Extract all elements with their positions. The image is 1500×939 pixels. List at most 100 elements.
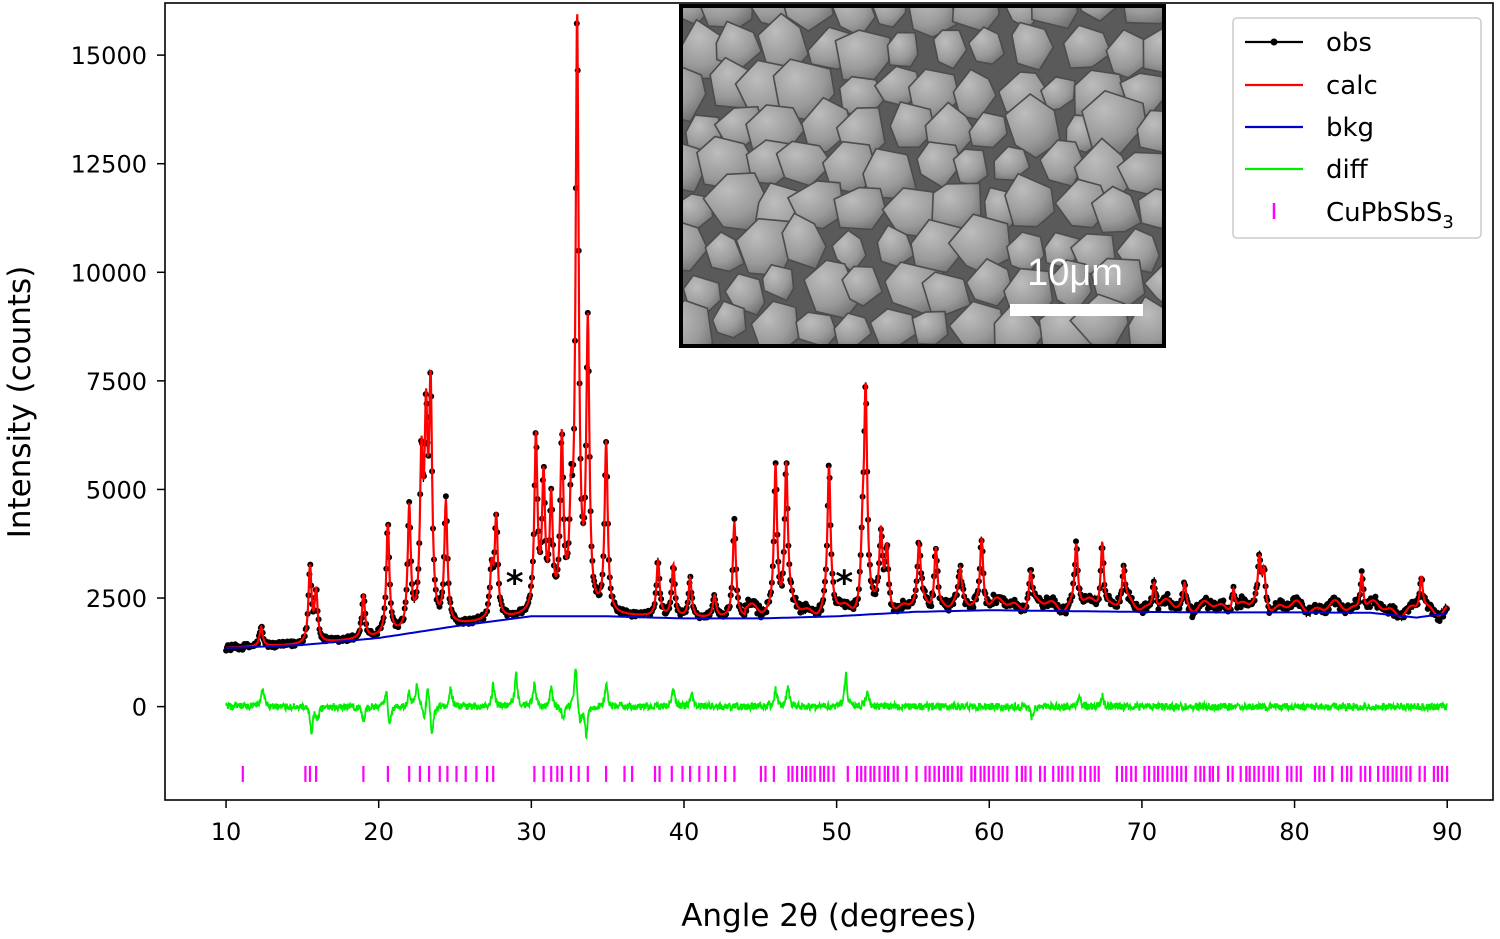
- obs-point: [1372, 593, 1379, 600]
- legend-label-bkg: bkg: [1326, 113, 1374, 143]
- sem-grain: [1090, 185, 1143, 234]
- y-tick-label: 7500: [86, 368, 147, 396]
- legend-item-bkg: bkg: [1245, 113, 1374, 143]
- series-diff-line: [225, 668, 1448, 741]
- obs-point: [1164, 590, 1171, 597]
- sem-grain: [1123, 8, 1162, 25]
- series-bkg-line: [226, 609, 1448, 649]
- sem-grain: [993, 303, 1046, 344]
- sem-grain: [1127, 295, 1162, 344]
- sem-grain: [1004, 92, 1062, 159]
- obs-point: [970, 604, 977, 611]
- obs-point: [406, 499, 413, 505]
- sem-grain: [1030, 8, 1079, 30]
- sem-grain: [965, 257, 1013, 308]
- sem-grain: [889, 101, 936, 149]
- sem-grain: [750, 300, 800, 344]
- obs-point: [1220, 597, 1227, 604]
- sem-grain: [968, 111, 1009, 149]
- x-tick-label: 20: [363, 818, 394, 846]
- impurity-marker: *: [835, 564, 853, 604]
- plot-area: [223, 14, 1450, 782]
- sem-grain: [1079, 8, 1117, 23]
- sem-grain: [683, 299, 714, 344]
- sem-grain: [993, 145, 1031, 182]
- axes-frame: [164, 2, 1494, 801]
- sem-grain: [833, 312, 873, 344]
- sem-grain: [869, 307, 920, 344]
- sem-grain: [795, 311, 839, 344]
- obs-point: [1073, 538, 1079, 545]
- sem-grain: [952, 148, 989, 186]
- y-tick-label: 5000: [86, 476, 147, 504]
- sem-grain: [1011, 21, 1055, 72]
- x-axis-ticks: 10 20 30 40 50 60 70 80 90: [211, 800, 1463, 846]
- legend-item-obs: obs: [1245, 28, 1372, 58]
- sem-grain: [921, 271, 972, 317]
- svg-text:CuPbSbS3: CuPbSbS3: [1326, 198, 1454, 233]
- sem-grain: [704, 231, 746, 273]
- obs-point: [928, 603, 935, 610]
- obs-point: [993, 600, 1000, 607]
- y-axis-title: Intensity (counts): [2, 266, 38, 539]
- sem-grain: [1080, 89, 1147, 155]
- series-reflections: [241, 765, 1449, 782]
- sem-grain: [761, 263, 795, 302]
- sem-grain: [683, 66, 707, 123]
- x-tick-label: 10: [211, 818, 242, 846]
- sem-grain: [1143, 264, 1162, 304]
- legend-label-phase-subscript: 3: [1442, 212, 1453, 233]
- sem-grain: [683, 222, 709, 272]
- obs-point: [1358, 568, 1365, 575]
- legend-label-phase: CuPbSbS: [1326, 198, 1442, 228]
- obs-point: [772, 460, 779, 467]
- legend-label-calc: calc: [1326, 71, 1378, 101]
- x-tick-label: 80: [1279, 818, 1310, 846]
- sem-grain: [711, 300, 747, 339]
- scale-bar: [1010, 304, 1143, 316]
- sem-grain: [1136, 109, 1162, 153]
- x-tick-label: 50: [821, 818, 852, 846]
- sem-grains: [683, 8, 1162, 344]
- sem-grain: [783, 8, 835, 33]
- x-tick-label: 30: [516, 818, 547, 846]
- y-tick-label: 2500: [86, 585, 147, 613]
- obs-point: [1155, 606, 1162, 613]
- legend-label-obs: obs: [1326, 28, 1372, 58]
- obs-point: [731, 515, 738, 522]
- legend-item-diff: diff: [1245, 155, 1369, 185]
- legend-item-calc: calc: [1245, 71, 1378, 101]
- sem-grain: [1137, 187, 1162, 230]
- sem-grain: [886, 31, 919, 68]
- sem-grain: [1142, 27, 1162, 74]
- sem-grain: [833, 186, 887, 231]
- x-tick-label: 90: [1432, 818, 1463, 846]
- sem-grain: [911, 310, 949, 344]
- sem-grain: [932, 29, 968, 70]
- legend-item-phase: CuPbSbS3: [1272, 198, 1454, 233]
- obs-point: [1367, 604, 1373, 610]
- x-axis-title: Angle 2θ (degrees): [681, 898, 977, 934]
- sem-grain: [872, 8, 907, 29]
- obs-point: [442, 493, 449, 500]
- x-tick-label: 60: [974, 818, 1005, 846]
- sem-grain: [1062, 24, 1113, 70]
- series-calc-line: [226, 14, 1448, 649]
- legend-label-diff: diff: [1326, 155, 1369, 185]
- y-tick-label: 0: [132, 694, 147, 722]
- sem-inset: 10μm: [679, 4, 1166, 348]
- y-axis-ticks: 0 2500 5000 7500 10000 12500 15000: [71, 42, 165, 722]
- sem-grain: [967, 26, 1006, 66]
- sem-grain: [841, 265, 884, 307]
- sem-grain: [1039, 76, 1077, 112]
- sem-grain: [948, 300, 1006, 344]
- y-tick-label: 12500: [71, 151, 147, 179]
- impurity-marker: *: [506, 564, 524, 604]
- x-tick-label: 40: [669, 818, 700, 846]
- sem-grain: [1004, 172, 1056, 228]
- y-tick-label: 15000: [71, 42, 147, 70]
- x-tick-label: 70: [1127, 818, 1158, 846]
- y-tick-label: 10000: [71, 259, 147, 287]
- legend: obs calc bkg diff CuPbSbS3: [1232, 17, 1482, 239]
